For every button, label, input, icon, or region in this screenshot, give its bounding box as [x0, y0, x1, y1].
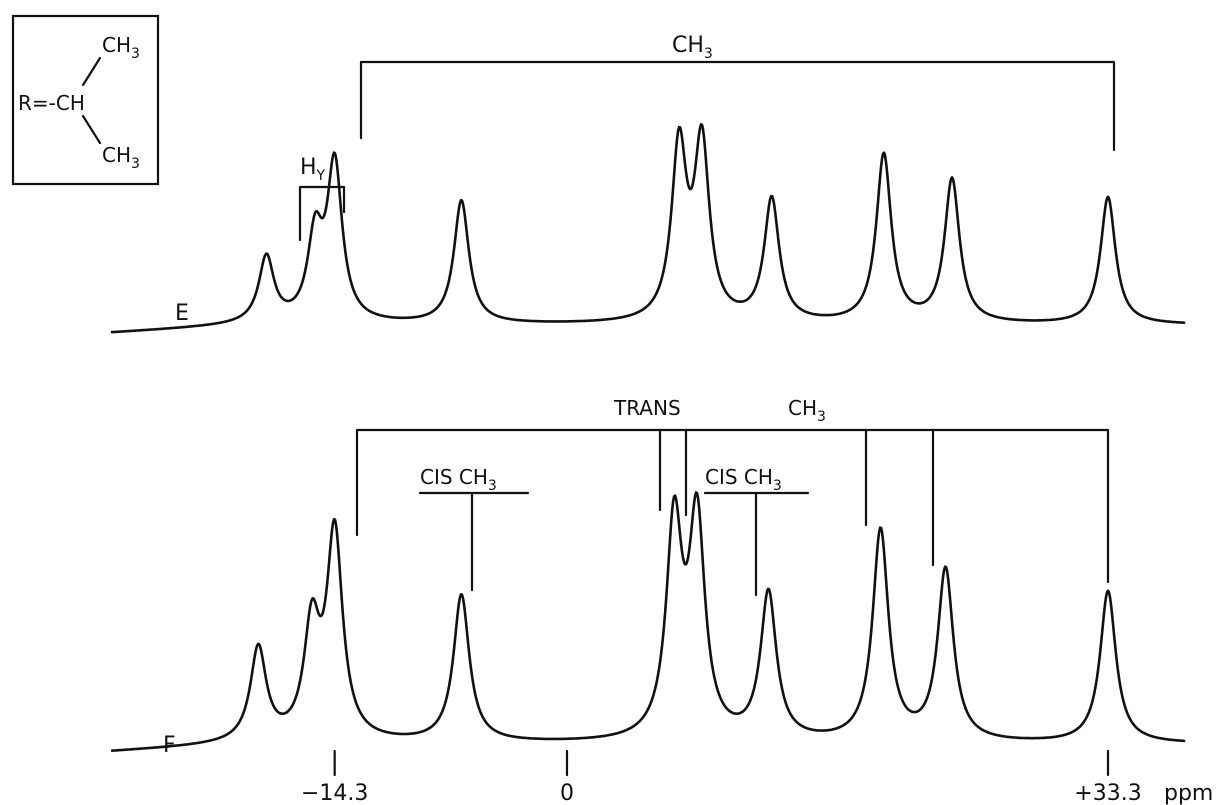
peak-e-5 — [701, 150, 703, 152]
spectrum-e: E CH3 HY — [110, 33, 1186, 334]
peak-e-1 — [314, 242, 316, 244]
peak-f-2 — [334, 537, 336, 539]
inset-branch-top: CH3 — [102, 33, 140, 62]
f-cis-right-label: CIS CH3 — [705, 465, 782, 494]
x-tick-label-1: 0 — [560, 781, 574, 805]
peak-f-6 — [768, 596, 770, 598]
peak-f-5 — [696, 527, 698, 529]
substituent-inset: R=-CH CH3 CH3 — [11, 14, 160, 186]
peak-e-0 — [265, 258, 267, 260]
peak-f-4 — [673, 530, 675, 532]
inset-bond-up — [81, 56, 102, 87]
trace-f-peaks — [257, 527, 1109, 652]
peak-f-1 — [311, 633, 313, 635]
peak-f-0 — [257, 650, 259, 652]
f-trans-label: TRANS — [613, 396, 681, 420]
f-trans-bracket — [355, 428, 1110, 584]
e-ch3-bracket — [359, 60, 1116, 152]
trace-f-line — [110, 491, 1186, 752]
peak-e-2 — [334, 168, 336, 170]
inset-branch-bottom: CH3 — [102, 143, 140, 172]
trace-e-label: E — [175, 301, 189, 326]
x-tick-label-0: −14.3 — [301, 781, 368, 805]
f-cis-left-bar — [418, 491, 530, 592]
peak-e-4 — [678, 152, 680, 154]
f-cis-right-bar — [703, 491, 810, 597]
f-cis-left-label: CIS CH3 — [420, 465, 497, 494]
trace-e-line — [110, 123, 1186, 334]
inset-bond-down — [81, 114, 102, 145]
x-axis: −14.3 0 +33.3 — [301, 749, 1142, 805]
e-h-bracket — [298, 185, 346, 242]
e-h-label: HY — [300, 155, 326, 184]
trace-f-label: F — [163, 733, 176, 758]
f-ch3-label: CH3 — [788, 396, 826, 425]
e-ch3-label: CH3 — [672, 33, 713, 62]
inset-frame — [11, 14, 160, 186]
x-tick-label-2: +33.3 — [1074, 781, 1141, 805]
inset-prefix: R=-CH — [18, 91, 85, 115]
spectrum-f: F TRANS CH3 CIS CH3 CIS CH3 — [110, 396, 1186, 758]
trace-e-peaks — [265, 150, 1109, 261]
x-axis-unit: ppm — [1164, 781, 1213, 805]
